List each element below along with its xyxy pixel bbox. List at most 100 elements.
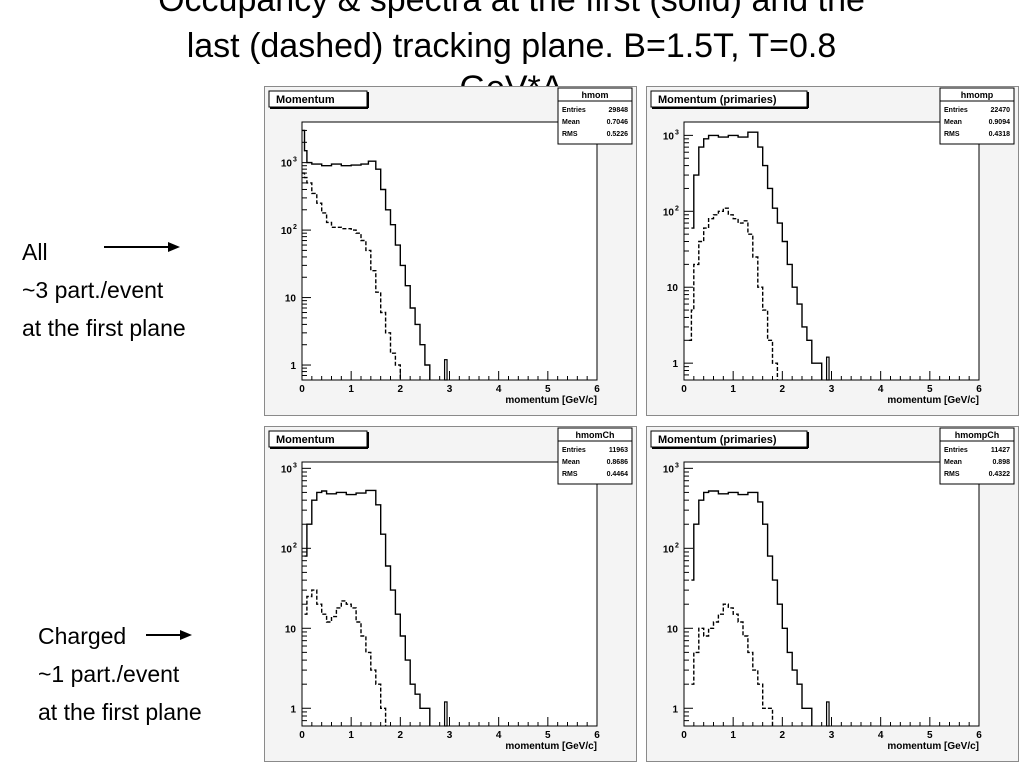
stats-mean-label: Mean [944,119,962,126]
plot-area [683,461,980,727]
x-tick-label: 1 [348,384,354,395]
y-tick-label: 10 [663,207,675,218]
y-tick-label: 10 [285,294,297,305]
x-axis-label: momentum [GeV/c] [887,741,979,752]
plot-area [301,461,598,727]
x-tick-label: 1 [730,384,736,395]
stats-entries-label: Entries [944,107,968,114]
annotation-charged-line-1: Charged [38,623,127,649]
x-axis-label: momentum [GeV/c] [887,395,979,406]
y-tick-label: 1 [672,704,678,715]
histogram-title: Momentum [276,94,335,106]
x-tick-label: 6 [594,384,600,395]
x-tick-label: 3 [447,384,453,395]
x-axis-label: momentum [GeV/c] [505,741,597,752]
histogram-panel-momentum-primaries-charged: Momentum (primaries) hmompCh Entries 11427 M… [646,426,1019,762]
y-tick-exponent: 2 [293,542,297,549]
histogram-title: Momentum (primaries) [658,94,777,106]
x-tick-label: 5 [545,730,551,741]
x-tick-label: 4 [496,730,502,741]
stats-rms-value: 0.5226 [607,131,629,138]
stats-rms-label: RMS [562,471,578,478]
stats-entries-label: Entries [944,447,968,454]
slide-title-line-2: last (dashed) tracking plane. B=1.5T, T=… [186,27,837,65]
stats-box [557,87,633,145]
stats-entries-label: Entries [562,447,586,454]
x-tick-label: 3 [829,384,835,395]
x-tick-label: 5 [545,384,551,395]
slide-title-line-1: Occupancy & spectra at the first (solid)… [158,0,865,19]
stats-rms-label: RMS [944,471,960,478]
y-tick-label: 10 [667,624,679,635]
x-tick-label: 1 [348,730,354,741]
outlier-bin [443,701,448,727]
arrow-right-icon-all [104,242,180,252]
stats-rms-value: 0.4318 [989,131,1011,138]
series-first-plane-solid [691,490,813,726]
stats-name: hmomp [961,90,994,100]
y-tick-label: 10 [281,159,293,170]
stats-mean-value: 0.898 [992,459,1010,466]
stats-name: hmom [582,90,609,100]
stats-box [557,427,633,485]
x-tick-label: 3 [447,730,453,741]
stats-name: hmompCh [955,430,1000,440]
x-tick-label: 2 [780,384,786,395]
y-tick-exponent: 2 [293,224,297,231]
y-tick-label: 10 [281,226,293,237]
stats-box [939,427,1015,485]
y-tick-exponent: 3 [293,157,297,164]
x-tick-label: 0 [299,384,305,395]
stats-rms-label: RMS [944,131,960,138]
series-last-plane-dashed [302,172,401,380]
annotation-all-line-2: ~3 part./event [22,277,164,303]
annotation-charged-line-3: at the first plane [38,699,202,725]
y-tick-label: 10 [667,283,679,294]
x-tick-label: 6 [976,384,982,395]
outlier-bin [825,701,830,727]
y-tick-label: 10 [663,544,675,555]
stats-box [939,87,1015,145]
y-tick-label: 1 [672,359,678,370]
stats-mean-label: Mean [562,119,580,126]
annotation-all-line-1: All [22,239,48,265]
x-tick-label: 6 [976,730,982,741]
y-tick-label: 10 [663,131,675,142]
stats-rms-label: RMS [562,131,578,138]
series-last-plane-dashed [304,589,387,726]
stats-rms-value: 0.4322 [989,471,1011,478]
stats-entries-value: 22470 [991,107,1011,114]
histogram-title: Momentum [276,434,335,446]
outlier-bin [825,356,830,381]
annotation-all-line-3: at the first plane [22,315,186,341]
histogram-panel-momentum-charged: Momentum hmomCh Entries 11963 Mean 0.8686 RMS 0… [264,426,637,762]
plot-area [683,121,980,381]
histogram-panel-momentum-primaries-all: Momentum (primaries) hmomp Entries 22470 Mea… [646,86,1019,416]
y-tick-label: 10 [281,544,293,555]
y-tick-exponent: 3 [675,462,679,469]
stats-mean-label: Mean [944,459,962,466]
outlier-bin [443,359,448,381]
x-tick-label: 4 [878,384,884,395]
y-tick-exponent: 2 [675,542,679,549]
plot-area [301,121,598,381]
stats-mean-value: 0.9094 [989,119,1011,126]
x-tick-label: 2 [398,384,404,395]
y-tick-label: 1 [290,704,296,715]
stats-mean-value: 0.7046 [607,119,629,126]
y-tick-exponent: 3 [675,129,679,136]
y-tick-label: 1 [290,361,296,372]
x-tick-label: 2 [398,730,404,741]
series-last-plane-dashed [688,207,779,380]
x-tick-label: 4 [878,730,884,741]
stats-mean-value: 0.8686 [607,459,629,466]
y-tick-exponent: 3 [293,462,297,469]
stats-entries-label: Entries [562,107,586,114]
stats-entries-value: 29848 [609,107,629,114]
series-first-plane-solid [691,131,823,380]
histogram-title: Momentum (primaries) [658,434,777,446]
x-tick-label: 0 [299,730,305,741]
stats-rms-value: 0.4464 [607,471,629,478]
y-tick-label: 10 [663,464,675,475]
stats-mean-label: Mean [562,459,580,466]
